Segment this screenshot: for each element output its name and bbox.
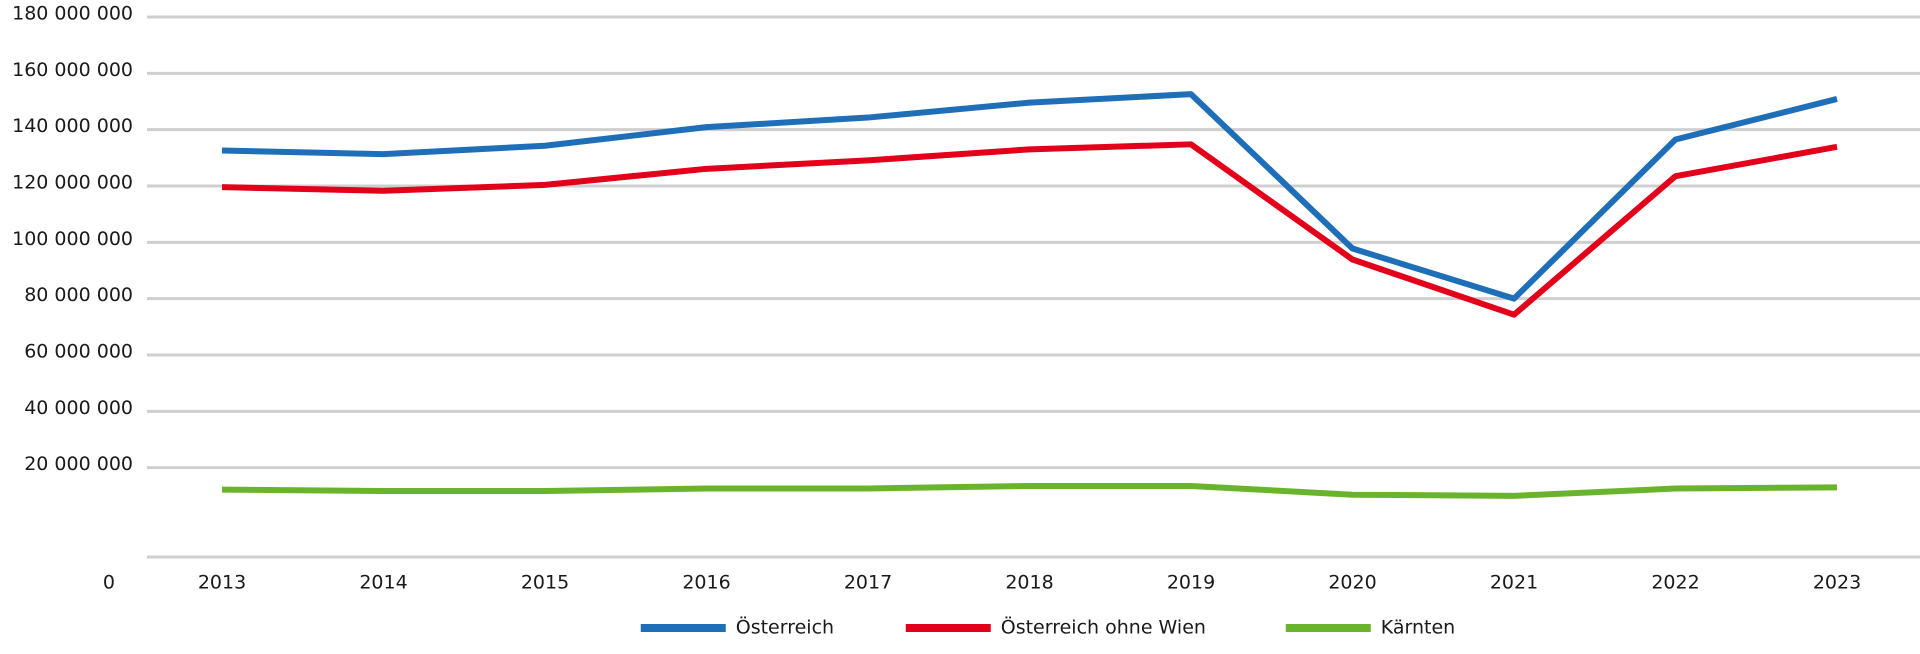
series-line: [221, 482, 1838, 499]
legend-label: Kärnten: [1381, 617, 1455, 639]
x-tick-label: 2019: [1167, 572, 1215, 594]
legend-label: Österreich ohne Wien: [1001, 616, 1206, 639]
series-line: [221, 141, 1838, 318]
y-tick-label: 120 000 000: [12, 172, 133, 194]
y-tick-label: 40 000 000: [24, 397, 133, 419]
x-tick-label: 2021: [1490, 572, 1538, 594]
x-tick-label: 2020: [1328, 572, 1376, 594]
y-tick-label: 80 000 000: [24, 284, 133, 306]
x-tick-label: 2017: [844, 572, 892, 594]
x-tick-label: 2014: [359, 572, 407, 594]
x-tick-label: 2016: [682, 572, 730, 594]
x-tick-label: 2015: [521, 572, 569, 594]
x-tick-label: 2022: [1651, 572, 1699, 594]
y-tick-label: 100 000 000: [12, 228, 133, 250]
y-tick-label: 140 000 000: [12, 115, 133, 137]
x-tick-label: 2023: [1813, 572, 1861, 594]
y-tick-label: 20 000 000: [24, 453, 133, 475]
y-tick-label: 60 000 000: [24, 341, 133, 363]
y-tick-label: 0: [103, 572, 115, 594]
series-line: [221, 91, 1838, 302]
y-tick-label: 180 000 000: [12, 3, 133, 25]
x-tick-label: 2018: [1005, 572, 1053, 594]
x-tick-label: 2013: [198, 572, 246, 594]
y-tick-label: 160 000 000: [12, 59, 133, 81]
legend-label: Österreich: [736, 616, 834, 639]
